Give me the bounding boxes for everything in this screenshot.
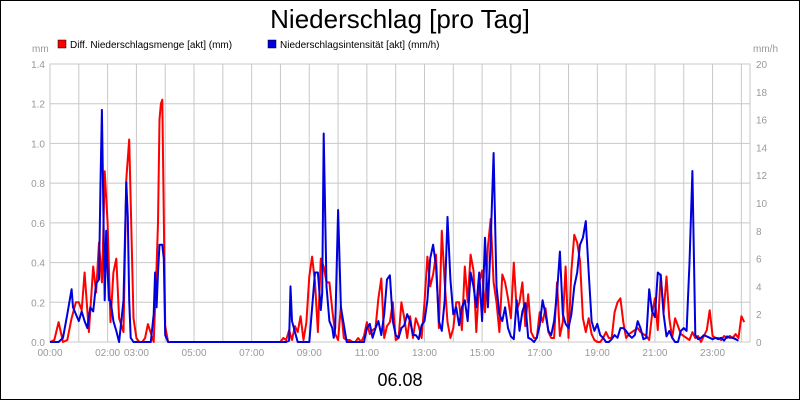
series-line-intensity [50, 108, 739, 343]
x-tick-label: 07:00 [239, 348, 264, 359]
x-axis-label: 06.08 [377, 370, 422, 390]
y-right-unit: mm/h [753, 44, 778, 55]
y-right-tick-label: 18 [756, 88, 768, 99]
y-left-tick-label: 0.8 [31, 179, 45, 190]
y-left-tick-label: 0.6 [31, 219, 45, 230]
legend-label-blue: Niederschlagsintensität [akt] (mm/h) [280, 40, 440, 51]
x-tick-label: 23:00 [700, 348, 725, 359]
x-tick-label: 15:00 [470, 348, 495, 359]
x-tick-label: 03:00 [124, 348, 149, 359]
y-right-tick-label: 0 [756, 338, 762, 349]
series-lines [49, 98, 746, 343]
y-left-tick-label: 1.0 [31, 139, 45, 150]
x-tick-label: 19:00 [585, 348, 610, 359]
chart-title: Niederschlag [pro Tag] [270, 4, 530, 34]
x-tick-label: 00:00 [37, 348, 62, 359]
x-tick-label: 13:00 [412, 348, 437, 359]
x-tick-label: 09:00 [297, 348, 322, 359]
y-right-tick-label: 16 [756, 116, 768, 127]
y-left-tick-label: 0.0 [31, 338, 45, 349]
legend-swatch-red [57, 39, 67, 49]
x-tick-label: 02:00 [95, 348, 120, 359]
y-right-tick-label: 14 [756, 143, 768, 154]
y-right-tick-label: 6 [756, 255, 762, 266]
legend-swatch-blue [267, 39, 277, 49]
x-tick-label: 11:00 [355, 348, 380, 359]
legend-label-red: Diff. Niederschlagsmenge [akt] (mm) [70, 40, 232, 51]
y-right-tick-label: 10 [756, 199, 768, 210]
x-axis: 00:00 02:00 03:00 05:00 07:00 09:00 11:00 13:00… [37, 348, 725, 359]
y-left-axis: 0.0 0.2 0.4 0.6 0.8 1.0 1.2 1.4 [31, 60, 45, 349]
legend: Diff. Niederschlagsmenge [akt] (mm) Nied… [57, 39, 440, 51]
y-right-axis: 0 2 4 6 8 10 12 14 16 18 20 [756, 60, 768, 349]
y-right-tick-label: 20 [756, 60, 768, 71]
y-right-tick-label: 4 [756, 282, 762, 293]
y-left-tick-label: 1.2 [31, 100, 45, 111]
y-left-tick-label: 1.4 [31, 60, 45, 71]
y-left-tick-label: 0.4 [31, 259, 45, 270]
y-left-unit: mm [32, 44, 49, 55]
y-right-tick-label: 8 [756, 227, 762, 238]
y-right-tick-label: 2 [756, 310, 762, 321]
y-left-tick-label: 0.2 [31, 298, 45, 309]
x-tick-label: 05:00 [182, 348, 207, 359]
x-tick-label: 17:00 [527, 348, 552, 359]
x-tick-label: 21:00 [642, 348, 667, 359]
y-right-tick-label: 12 [756, 171, 768, 182]
